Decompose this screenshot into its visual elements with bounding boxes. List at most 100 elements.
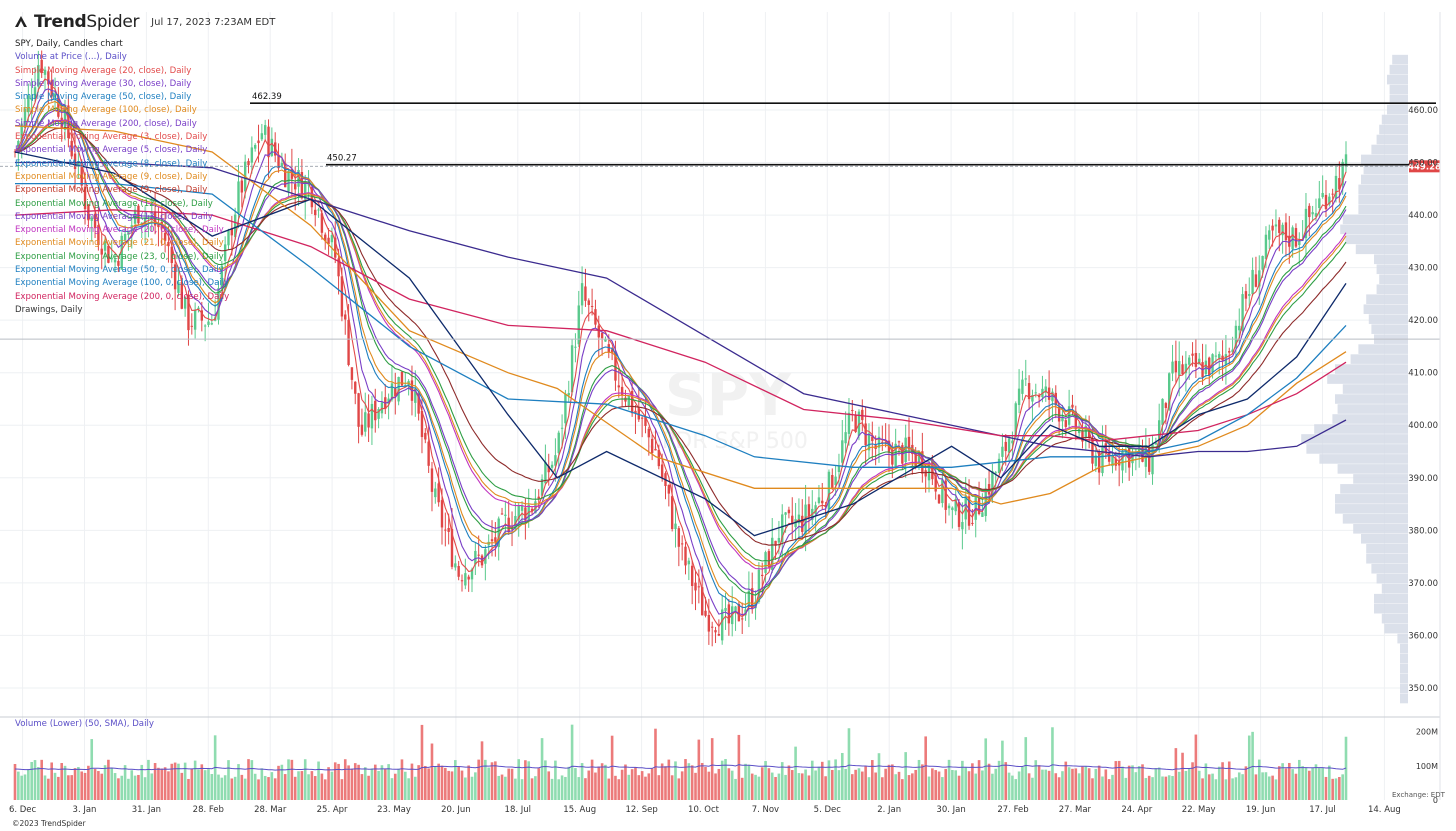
y-tick-label: 400.00: [1408, 421, 1438, 431]
volume-bar: [1027, 773, 1031, 800]
volume-bar: [400, 759, 404, 800]
candle-body: [1151, 444, 1154, 475]
volume-bar: [290, 759, 294, 800]
legend-item[interactable]: Exponential Moving Average (50, 0, close…: [15, 265, 224, 276]
legend-item[interactable]: Exponential Moving Average (100, 0, clos…: [15, 278, 230, 289]
volume-bar: [110, 767, 114, 800]
candle-body: [1291, 227, 1294, 250]
volume-bar: [464, 777, 467, 800]
volume-bar: [720, 760, 724, 800]
candle-body: [1284, 222, 1288, 241]
candle-body: [263, 125, 267, 135]
legend-item[interactable]: Exponential Moving Average (13, close), …: [15, 211, 213, 222]
vap-bar: [1363, 164, 1408, 175]
legend-item[interactable]: Simple Moving Average (50, close), Daily: [15, 92, 192, 103]
volume-bar: [480, 741, 484, 800]
candle-body: [1031, 395, 1034, 402]
legend-item[interactable]: Exponential Moving Average (3, close), D…: [15, 132, 208, 143]
brand[interactable]: TrendSpider Jul 17, 2023 7:23AM EDT: [14, 12, 275, 32]
candle-body: [947, 505, 951, 509]
moving-average-line: [14, 151, 1347, 537]
candle-body: [1124, 449, 1128, 456]
candle-body: [1281, 224, 1284, 236]
legend-item[interactable]: Simple Moving Average (100, close), Dail…: [15, 105, 197, 116]
horizontal-levels[interactable]: 462.39 450.27 449.28: [0, 92, 1441, 340]
legend-item[interactable]: Volume at Price (...), Daily: [15, 52, 127, 63]
candle-body: [967, 496, 971, 526]
candle-body: [1334, 175, 1338, 199]
legend-item[interactable]: Simple Moving Average (20, close), Daily: [15, 65, 192, 76]
volume-bar: [951, 770, 954, 800]
volume-bar: [917, 759, 921, 800]
legend-item[interactable]: Simple Moving Average (200, close), Dail…: [15, 118, 197, 129]
legend-item[interactable]: Simple Moving Average (30, close), Daily: [15, 78, 192, 89]
legend-item[interactable]: Exponential Moving Average (5, close), D…: [15, 145, 208, 156]
candle-body: [60, 117, 63, 129]
candle-body: [220, 265, 224, 289]
x-tick-label: 6. Dec: [9, 805, 37, 815]
candle-body: [881, 441, 884, 443]
volume-bar: [584, 778, 587, 800]
candle-body: [537, 496, 540, 500]
candle-body: [23, 108, 27, 129]
volume-bar: [53, 772, 57, 800]
candle-body: [460, 580, 464, 582]
legend-item[interactable]: Exponential Moving Average (9, close), D…: [15, 171, 208, 182]
candle-body: [724, 607, 727, 611]
x-tick-label: 22. May: [1182, 805, 1216, 815]
copyright: ©2023 TrendSpider: [12, 819, 86, 828]
candle-body: [941, 479, 944, 504]
legend-item[interactable]: Exponential Moving Average (200, 0, clos…: [15, 291, 230, 302]
vap-bar: [1340, 484, 1408, 494]
candle-body: [1107, 452, 1111, 462]
candle-body: [237, 181, 240, 214]
volume-bar: [734, 778, 737, 800]
volume-bar: [1321, 767, 1324, 800]
candle-body: [814, 505, 817, 515]
volume-bar: [1328, 765, 1331, 800]
vap-bar: [1400, 673, 1408, 684]
volume-bar: [984, 738, 988, 800]
candle-body: [53, 93, 57, 98]
volume-bar: [460, 770, 464, 800]
legend-item[interactable]: Exponential Moving Average (8, close), D…: [15, 158, 208, 169]
candle-body: [1184, 363, 1188, 374]
candle-body: [977, 498, 981, 515]
volume-bar: [660, 763, 664, 800]
volume-bar: [157, 767, 160, 800]
volume-bar: [1211, 773, 1214, 800]
legend-item[interactable]: Exponential Moving Average (12, close), …: [15, 198, 213, 209]
volume-bar: [190, 768, 194, 800]
volume-bar: [390, 778, 394, 800]
volume-bar: [764, 761, 767, 800]
candle-body: [97, 225, 100, 246]
candle-body: [994, 472, 997, 474]
legend-item[interactable]: Exponential Moving Average (21, 0, close…: [15, 238, 224, 249]
legend-item[interactable]: Exponential Moving Average (23, 0, close…: [15, 251, 224, 262]
legend-item[interactable]: Exponential Moving Average (9, close), D…: [15, 185, 208, 196]
candle-body: [620, 386, 624, 395]
candle-body: [550, 464, 554, 468]
volume-bar: [360, 774, 364, 800]
candle-body: [390, 383, 394, 400]
volume-bar: [807, 775, 811, 800]
candle-body: [764, 552, 767, 573]
volume-bar: [307, 774, 310, 800]
volume-bar: [1054, 773, 1058, 800]
candle-body: [751, 588, 754, 610]
volume-bar: [367, 775, 370, 800]
candle-body: [17, 141, 20, 153]
volume-bar: [530, 778, 534, 800]
candle-body: [630, 390, 634, 414]
vap-bar: [1301, 434, 1408, 444]
volume-bar: [667, 759, 671, 800]
candle-body: [1238, 325, 1241, 331]
volume-bar: [677, 778, 681, 800]
candle-body: [674, 523, 677, 530]
candle-body: [307, 184, 310, 186]
candle-body: [377, 409, 380, 419]
volume-bar: [300, 771, 304, 800]
legend-item[interactable]: Exponential Moving Average (20, 0, close…: [15, 225, 224, 236]
candle-body: [807, 504, 811, 517]
legend-item[interactable]: Drawings, Daily: [15, 304, 83, 315]
